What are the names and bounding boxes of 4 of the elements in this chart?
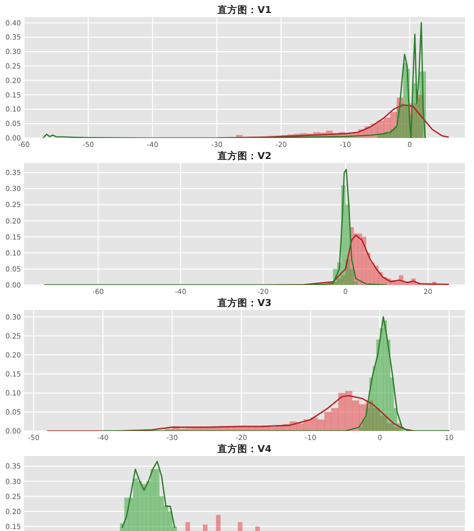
chart-title: 直方图：V1 bbox=[216, 4, 272, 16]
chart-title: 直方图：V3 bbox=[216, 297, 272, 309]
chart-title: 直方图：V4 bbox=[216, 443, 272, 455]
chart-title: 直方图：V2 bbox=[216, 150, 272, 162]
